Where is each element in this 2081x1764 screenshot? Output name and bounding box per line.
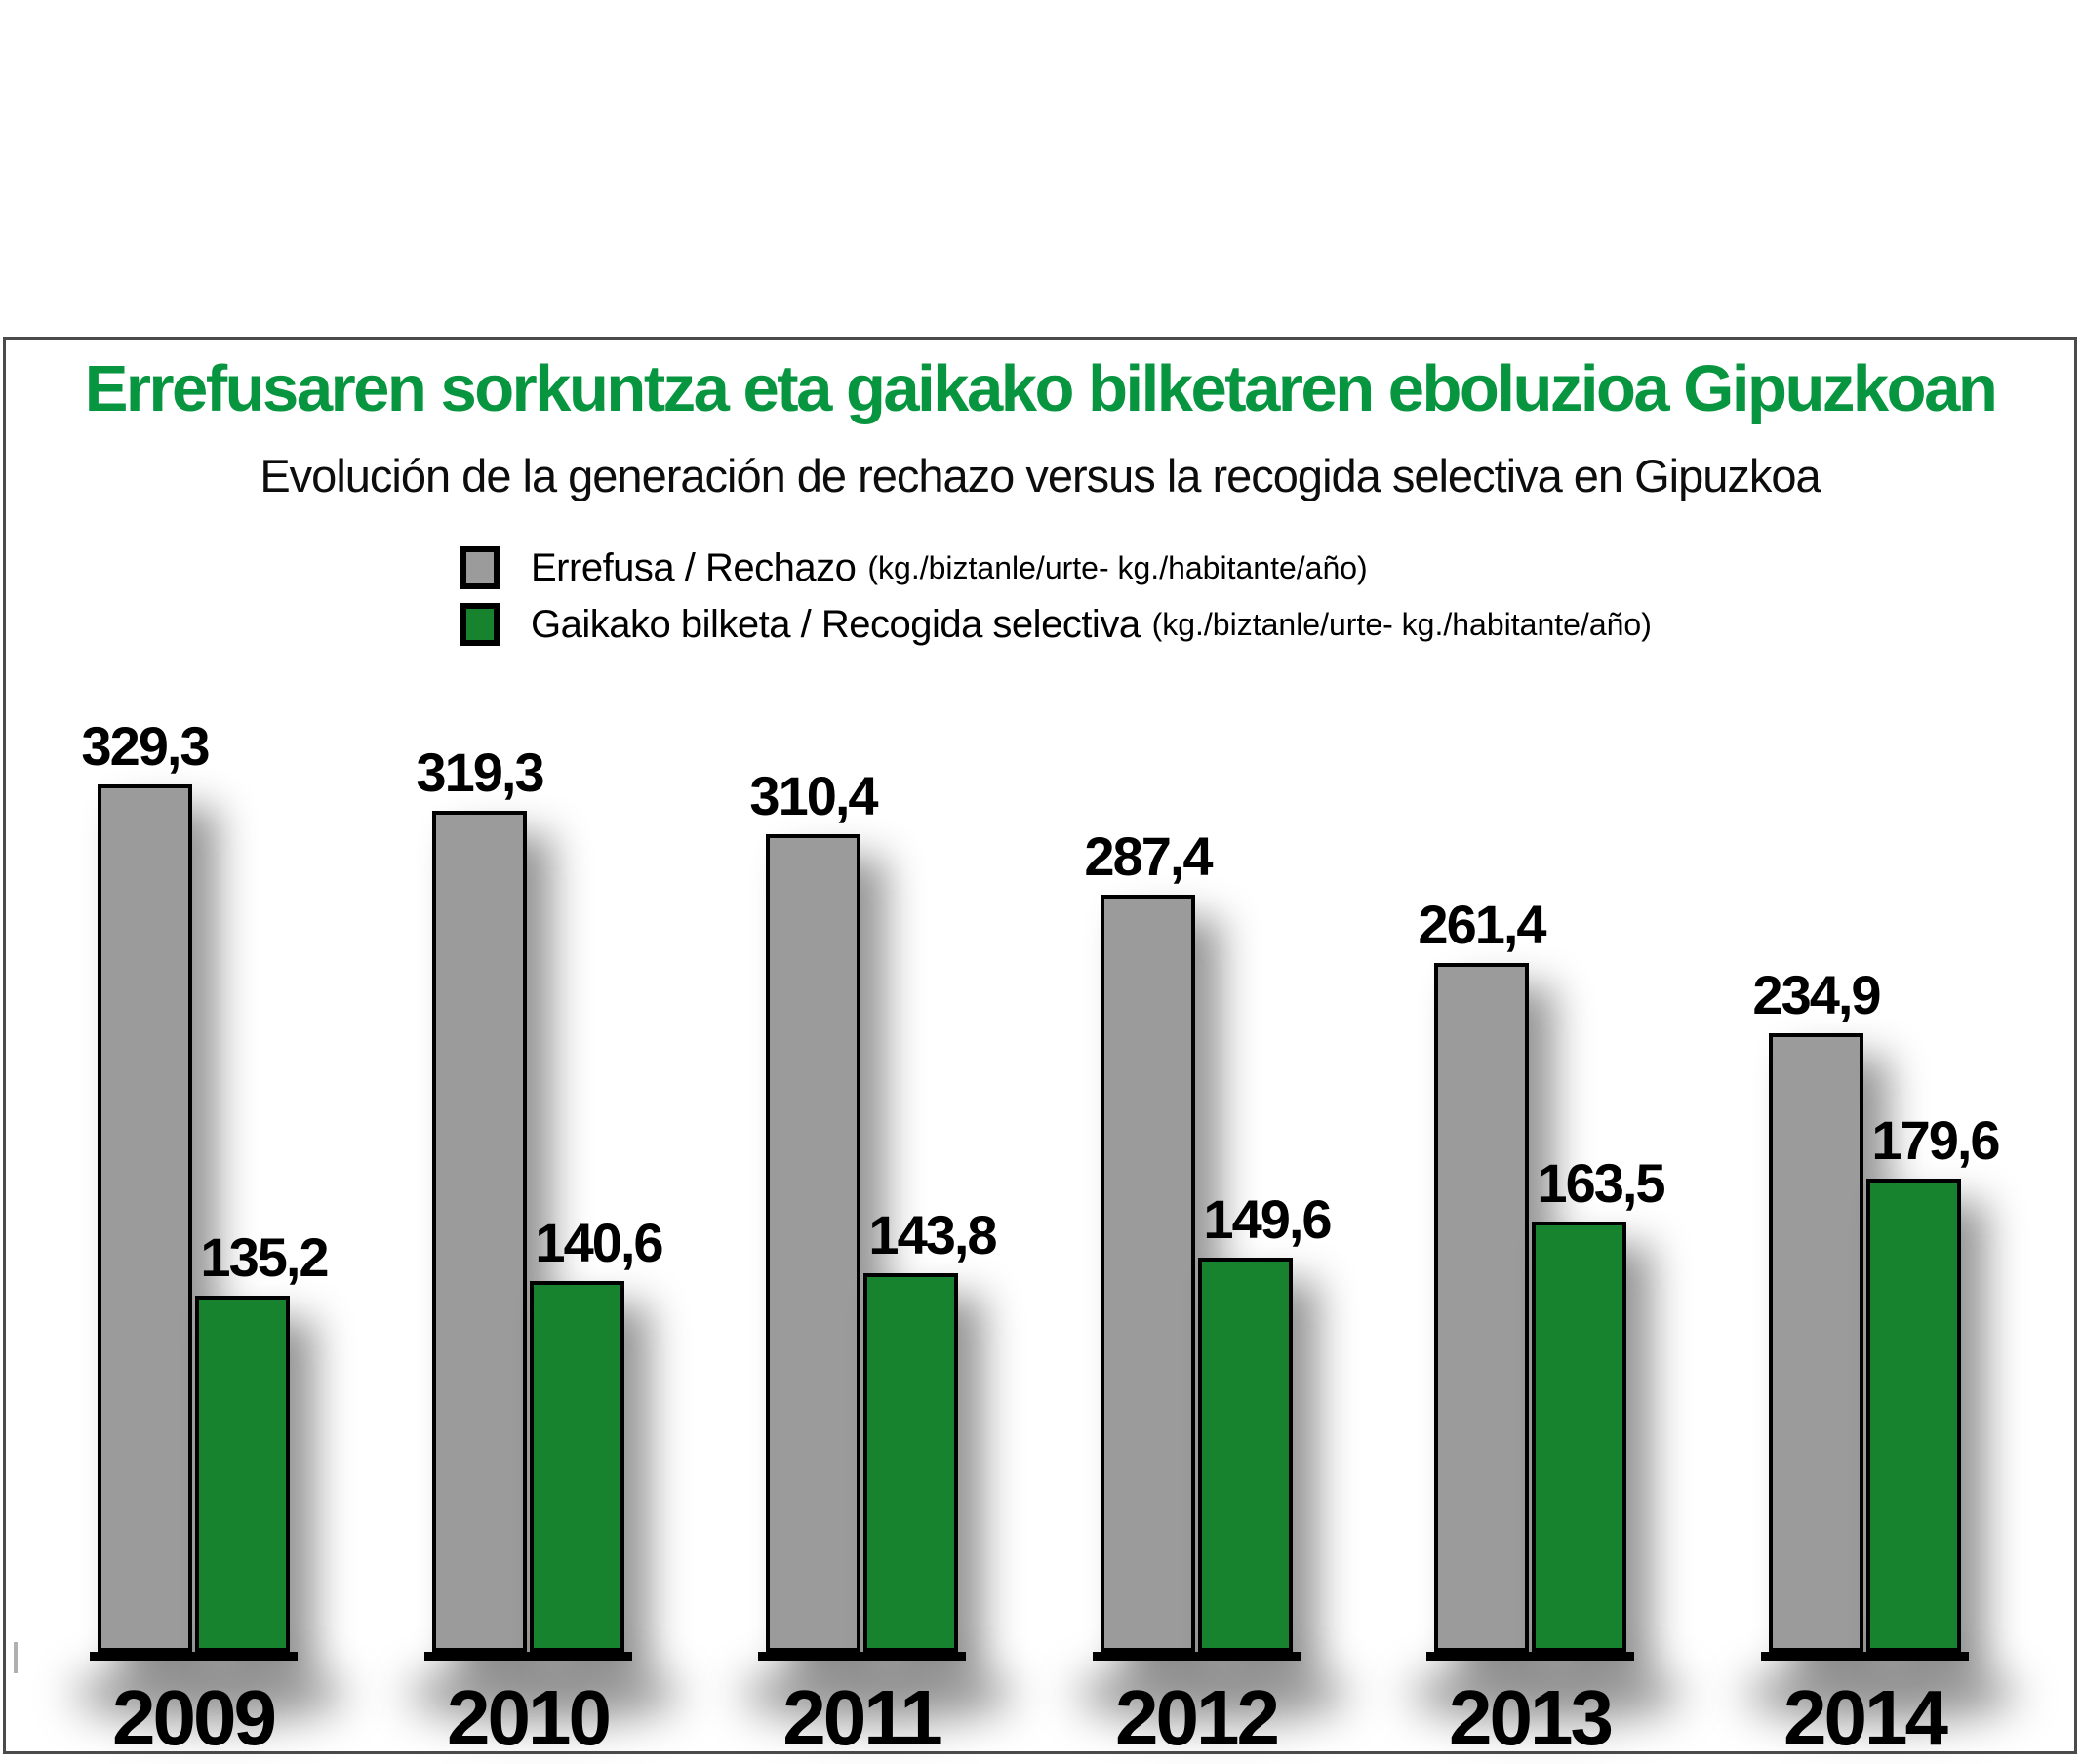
bar-group-baseline [424, 1652, 632, 1661]
bar-gaikako-2011 [863, 1273, 958, 1652]
value-label-gaikako-2014: 179,6 [1871, 1109, 2000, 1171]
bar-group-shadow [408, 1664, 681, 1724]
bar-errefusa-2013 [1434, 963, 1529, 1652]
bar-group-baseline [1093, 1652, 1301, 1661]
year-label-2011: 2011 [782, 1674, 943, 1761]
left-axis-tick [14, 1642, 18, 1673]
year-label-2010: 2010 [447, 1674, 612, 1761]
bar-group-shadow [1410, 1664, 1683, 1724]
legend-units-errefusa: (kg./biztanle/urte- kg./habitante/año) [867, 549, 1368, 585]
legend-swatch-green-icon [460, 603, 500, 646]
bar-gaikako-2009 [195, 1296, 290, 1652]
legend-swatch-gray-icon [460, 546, 500, 589]
chart-frame: Errefusaren sorkuntza eta gaikako bilket… [3, 337, 2077, 1761]
value-label-errefusa-2013: 261,4 [1418, 894, 1546, 955]
legend-label-gaikako: Gaikako bilketa / Recogida selectiva [531, 602, 1141, 646]
value-label-gaikako-2009: 135,2 [200, 1226, 329, 1288]
chart-subtitle: Evolución de la generación de rechazo ve… [260, 450, 1821, 501]
bar-errefusa-2014 [1769, 1033, 1863, 1652]
year-label-2014: 2014 [1783, 1674, 1948, 1761]
chart-legend: Errefusa / Rechazo (kg./biztanle/urte- k… [460, 544, 1652, 658]
bar-errefusa-2011 [766, 834, 860, 1652]
legend-units-gaikako: (kg./biztanle/urte- kg./habitante/año) [1151, 606, 1652, 642]
bar-errefusa-2012 [1101, 895, 1195, 1652]
bar-gaikako-2013 [1532, 1222, 1626, 1652]
year-label-2009: 2009 [112, 1674, 277, 1761]
value-label-gaikako-2012: 149,6 [1203, 1188, 1332, 1250]
bar-group-shadow [741, 1664, 1015, 1724]
bar-group-shadow [1076, 1664, 1349, 1724]
value-label-errefusa-2010: 319,3 [416, 742, 544, 803]
bar-group-shadow [1744, 1664, 2018, 1724]
value-label-gaikako-2013: 163,5 [1537, 1152, 1665, 1214]
bar-errefusa-2010 [432, 811, 527, 1652]
value-label-gaikako-2010: 140,6 [535, 1212, 663, 1273]
value-label-errefusa-2014: 234,9 [1752, 964, 1881, 1025]
bar-group-baseline [1426, 1652, 1634, 1661]
value-label-gaikako-2011: 143,8 [868, 1204, 997, 1265]
chart-title: Errefusaren sorkuntza eta gaikako bilket… [84, 352, 1998, 425]
bar-errefusa-2009 [98, 784, 192, 1652]
value-label-errefusa-2009: 329,3 [81, 715, 210, 777]
bar-gaikako-2012 [1198, 1258, 1293, 1652]
bar-group-baseline [1761, 1652, 1969, 1661]
bar-group-baseline [90, 1652, 298, 1661]
value-label-errefusa-2012: 287,4 [1084, 825, 1213, 887]
bar-gaikako-2014 [1866, 1179, 1961, 1652]
legend-label-errefusa: Errefusa / Rechazo [531, 545, 857, 589]
bar-group-shadow [73, 1664, 346, 1724]
bar-group-baseline [758, 1652, 966, 1661]
year-label-2013: 2013 [1449, 1674, 1614, 1761]
year-label-2012: 2012 [1115, 1674, 1280, 1761]
legend-row-gaikako: Gaikako bilketa / Recogida selectiva (kg… [460, 601, 1652, 648]
value-label-errefusa-2011: 310,4 [749, 765, 878, 826]
bar-gaikako-2010 [530, 1281, 624, 1652]
legend-row-errefusa: Errefusa / Rechazo (kg./biztanle/urte- k… [460, 544, 1652, 591]
